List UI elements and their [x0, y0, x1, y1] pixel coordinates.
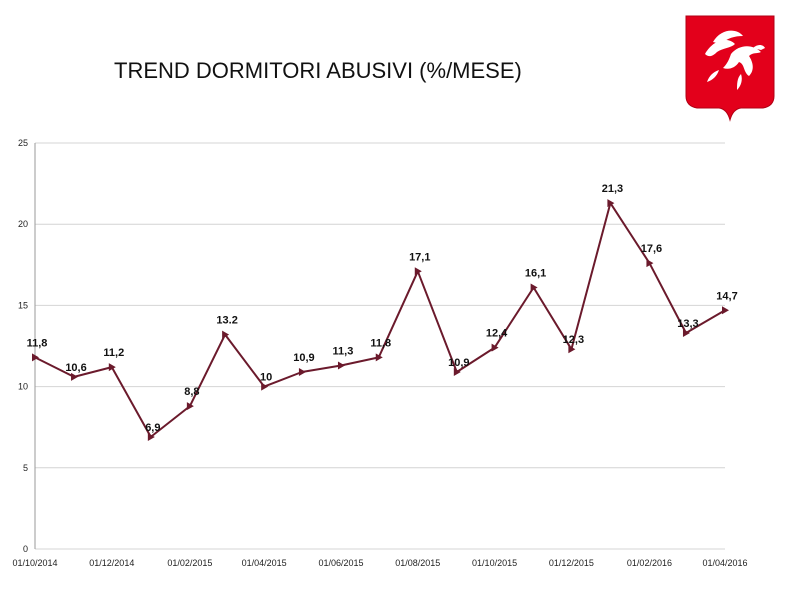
x-tick-label: 01/04/2015: [242, 558, 287, 568]
y-tick-label: 0: [23, 544, 28, 554]
data-point-marker: [414, 267, 422, 276]
data-label: 16,1: [525, 268, 546, 280]
data-labels: 11,8 10,6 11,2 6,9 8,8 13.2 10 10,9 11,3 11,8 17,1…: [27, 183, 738, 434]
data-point-marker: [607, 199, 615, 208]
data-point-marker: [186, 402, 194, 411]
y-tick-label: 20: [18, 219, 28, 229]
x-tick-label: 01/10/2014: [12, 558, 57, 568]
data-label: 17,6: [641, 243, 662, 255]
data-label: 10,9: [293, 352, 314, 364]
x-tick-label: 01/12/2015: [549, 558, 594, 568]
x-tick-label: 01/02/2016: [627, 558, 672, 568]
data-label: 10: [260, 372, 272, 384]
data-point-marker: [568, 345, 576, 354]
x-tick-label: 01/10/2015: [472, 558, 517, 568]
data-label: 12,4: [486, 328, 508, 340]
data-point-marker: [71, 372, 79, 381]
x-tick-label: 01/04/2016: [702, 558, 747, 568]
data-label: 10,6: [65, 362, 86, 374]
data-point-marker: [491, 343, 499, 352]
data-label: 21,3: [602, 183, 623, 195]
x-tick-label: 01/06/2015: [318, 558, 363, 568]
series-line: [34, 202, 726, 438]
data-label: 8,8: [184, 386, 199, 398]
data-point-marker: [222, 330, 230, 339]
chart-title: TREND DORMITORI ABUSIVI (%/MESE): [114, 58, 522, 83]
x-tick-labels: 01/10/2014 01/12/2014 01/02/2015 01/04/2015…: [12, 558, 747, 568]
y-tick-label: 5: [23, 463, 28, 473]
data-label: 10,9: [448, 357, 469, 369]
data-label: 17,1: [409, 251, 430, 263]
x-tick-label: 01/08/2015: [395, 558, 440, 568]
data-point-marker: [298, 367, 306, 376]
data-label: 13,3: [677, 318, 698, 330]
x-tick-label: 01/12/2014: [89, 558, 134, 568]
data-point-marker: [261, 382, 269, 391]
grid-lines: [35, 142, 725, 550]
data-label: 12,3: [563, 334, 584, 346]
data-point-marker: [375, 353, 383, 362]
data-markers: [32, 199, 729, 441]
data-point-marker: [32, 353, 39, 362]
y-tick-label: 10: [18, 382, 28, 392]
data-point-marker: [682, 329, 690, 338]
data-point-marker: [108, 363, 116, 372]
y-tick-label: 25: [18, 138, 28, 148]
data-label: 11,8: [27, 337, 48, 349]
y-tick-label: 15: [18, 300, 28, 310]
data-label: 11,2: [103, 347, 124, 359]
data-label: 11,8: [370, 337, 391, 349]
data-point-marker: [646, 259, 654, 268]
data-label: 6,9: [145, 422, 160, 434]
y-tick-labels: 0 5 10 15 20 25: [18, 138, 28, 554]
data-point-marker: [147, 432, 155, 441]
regione-toscana-crest-icon: [685, 15, 775, 122]
data-point-marker: [453, 367, 461, 376]
data-point-marker: [530, 283, 538, 292]
data-label: 13.2: [216, 315, 237, 327]
pegasus-emblem: [705, 30, 765, 90]
data-point-marker: [337, 361, 345, 370]
data-label: 14,7: [716, 290, 737, 302]
x-tick-label: 01/02/2015: [167, 558, 212, 568]
data-label: 11,3: [333, 345, 354, 357]
data-point-marker: [722, 306, 729, 315]
